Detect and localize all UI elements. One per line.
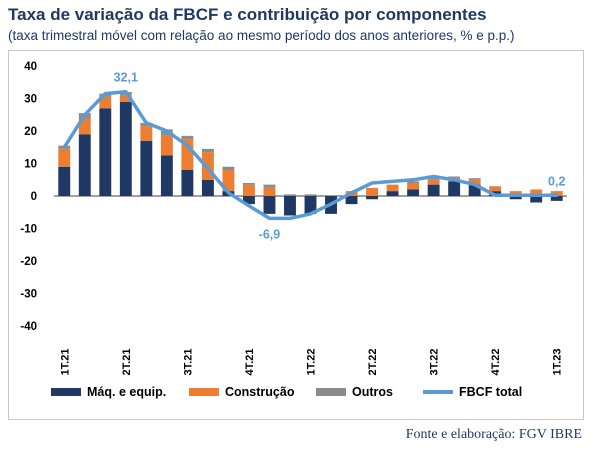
legend-label: Máq. e equip. (87, 385, 166, 399)
legend-label: FBCF total (459, 385, 522, 399)
chart-title: Taxa de variação da FBCF e contribuição … (8, 5, 487, 24)
x-tick-label: 4T.22 (490, 349, 502, 376)
x-tick-label: 3T.22 (429, 349, 441, 376)
bar-construcao (366, 187, 379, 196)
y-tick-label: -40 (20, 321, 37, 333)
bar-construcao (99, 96, 112, 109)
bar-construcao (78, 118, 91, 135)
x-tick-label: 2T.21 (121, 349, 133, 376)
y-tick-label: 30 (24, 94, 37, 106)
bar-maq (284, 196, 296, 216)
bar-outros (427, 178, 440, 180)
bar-maq (99, 108, 112, 196)
bar-outros (284, 194, 296, 196)
bar-maq (304, 196, 317, 214)
bar-outros (181, 135, 194, 140)
bar-construcao (530, 189, 543, 196)
bar-outros (242, 183, 255, 185)
bar-maq (468, 184, 481, 196)
bar-maq (386, 191, 399, 196)
bar-construcao (263, 187, 276, 196)
source-note: Fonte e elaboração: FGV IBRE (405, 427, 582, 442)
bar-construcao (386, 184, 399, 192)
bar-outros (201, 148, 214, 153)
legend-swatch (51, 388, 81, 396)
chart-svg: 40 30 20 10 0 -10 -20 -30 -40 32,1 -6,9 0,2 1T.21 2T.… (20, 61, 567, 399)
y-tick-label: 40 (24, 61, 37, 73)
bar-maq (530, 196, 543, 203)
bar-maq (181, 170, 194, 196)
bar-construcao (242, 184, 255, 196)
bar-maq (448, 181, 461, 196)
data-label: -6,9 (259, 227, 281, 241)
fbcf-total-line (62, 89, 559, 221)
bar-outros (263, 184, 276, 188)
bar-construcao (58, 148, 71, 167)
x-tick-label: 3T.21 (182, 349, 194, 376)
bar-maq (140, 140, 153, 196)
x-tick-label: 4T.21 (244, 349, 256, 376)
bar-outros (304, 194, 317, 196)
y-tick-label: 20 (24, 126, 37, 138)
bar-maq (407, 189, 420, 196)
bar-construcao (407, 183, 420, 190)
bar-construcao (140, 126, 153, 141)
x-tick-label: 1T.23 (552, 349, 564, 376)
bar-outros (468, 178, 481, 180)
bar-maq (201, 179, 214, 196)
bar-construcao (427, 179, 440, 185)
bar-construcao (489, 186, 502, 192)
bar-construcao (119, 95, 132, 102)
bar-maq (366, 196, 379, 200)
x-tick-label: 1T.21 (59, 349, 71, 376)
bar-maq (345, 196, 358, 205)
bar-outros (222, 166, 235, 170)
bar-construcao (222, 170, 235, 192)
y-tick-label: 0 (31, 191, 37, 203)
data-label: 32,1 (114, 71, 138, 85)
chart-frame: 40 30 20 10 0 -10 -20 -30 -40 32,1 -6,9 0,2 1T.21 2T.… (8, 50, 584, 420)
legend-item: Construção (189, 385, 295, 399)
bar-construcao (160, 135, 173, 156)
legend-label: Construção (225, 385, 295, 399)
legend-item: Outros (316, 385, 393, 399)
bar-maq (78, 134, 91, 196)
y-tick-label: -20 (20, 256, 37, 268)
bar-maq (263, 196, 276, 214)
x-tick-label: 2T.22 (367, 349, 379, 376)
bar-maq (427, 184, 440, 196)
bar-maq (550, 196, 563, 201)
legend-swatch (316, 388, 346, 396)
legend-item: Máq. e equip. (51, 385, 166, 399)
bar-maq (160, 155, 173, 196)
legend-label: Outros (352, 385, 393, 399)
bar-construcao (181, 139, 194, 170)
x-tick-label: 1T.22 (306, 349, 318, 376)
bar-maq (58, 166, 71, 196)
legend-item: FBCF total (423, 385, 522, 399)
y-tick-label: -10 (20, 224, 37, 236)
bar-maq (119, 101, 132, 196)
legend-swatch (189, 388, 219, 396)
y-tick-label: 10 (24, 159, 37, 171)
data-label: 0,2 (548, 174, 565, 188)
chart-subtitle: (taxa trimestral móvel com relação ao me… (8, 28, 515, 43)
bar-maq (242, 196, 255, 205)
bar-construcao (468, 179, 481, 185)
bar-outros (448, 176, 461, 179)
bar-outros (407, 181, 420, 183)
bar-maq (509, 196, 522, 200)
y-tick-label: -30 (20, 289, 37, 301)
